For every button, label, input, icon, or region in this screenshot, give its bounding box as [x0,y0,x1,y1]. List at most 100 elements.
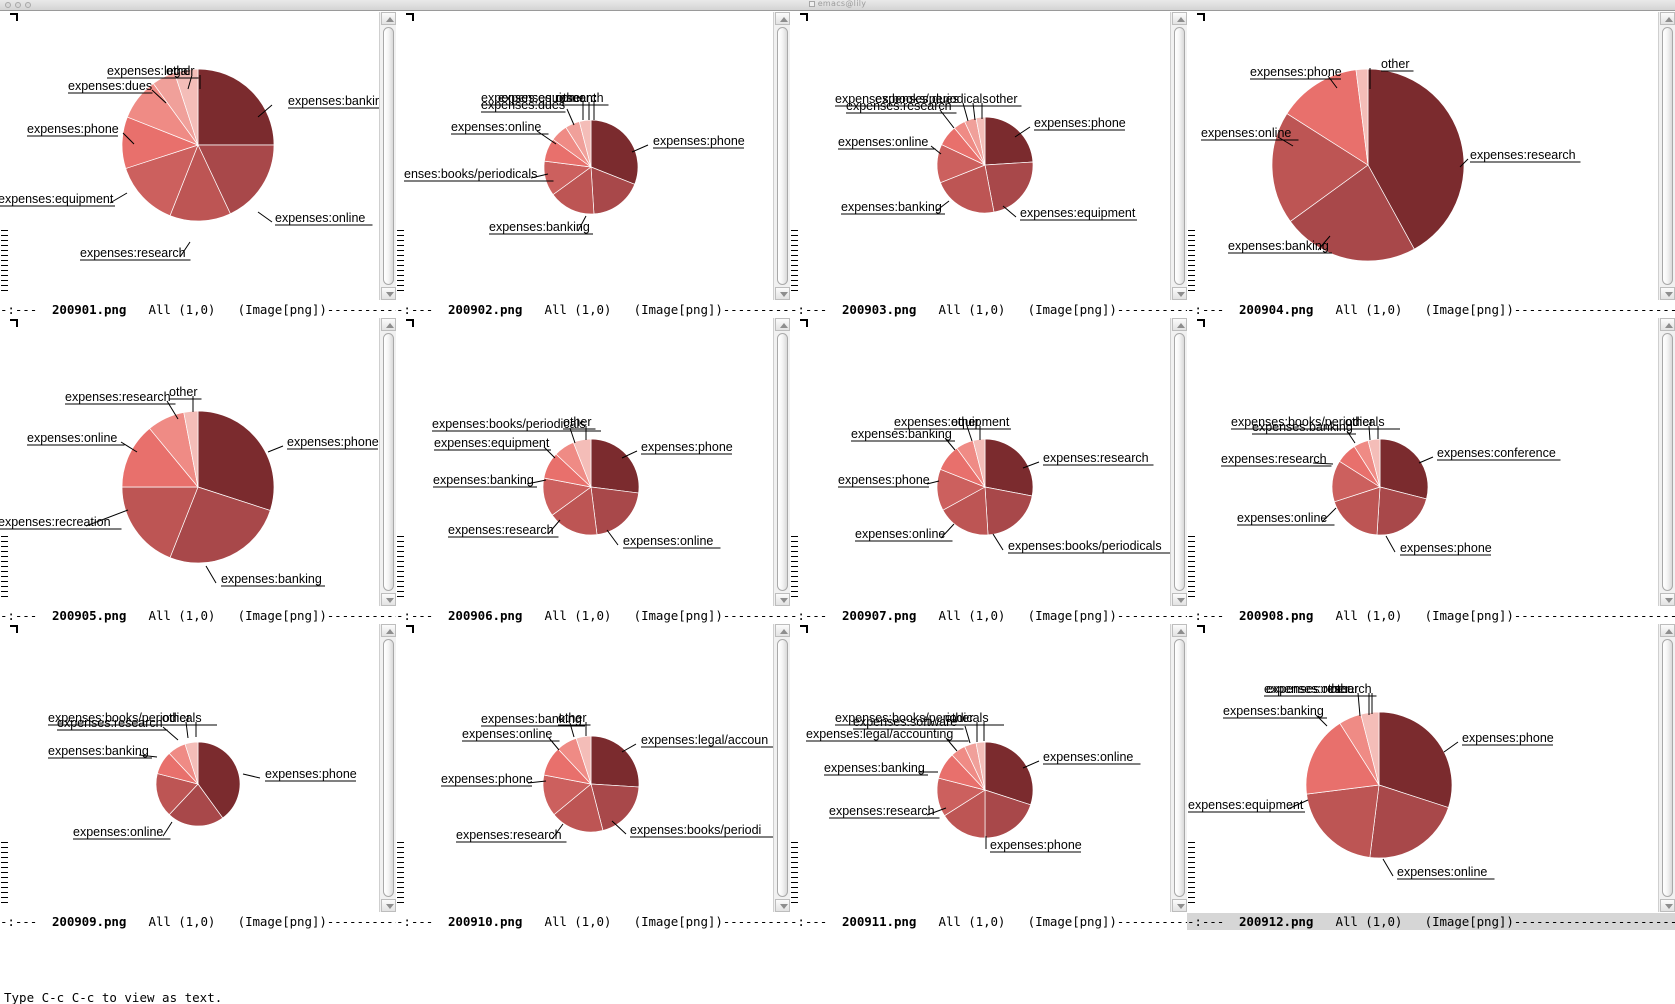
editor-pane[interactable]: expenses:research expenses:books/periodic… [790,318,1187,624]
scroll-down-arrow-icon[interactable] [1660,593,1675,606]
pane-body[interactable]: expenses:research expenses:books/periodic… [790,318,1187,606]
vertical-scrollbar[interactable] [1170,624,1187,912]
vertical-scrollbar[interactable] [379,624,396,912]
pie-slice-label: expenses:online [73,825,163,839]
window-controls[interactable] [5,2,31,8]
editor-pane[interactable]: expenses:conference expenses:phone expense… [1187,318,1675,624]
pie-slice-label: expenses:banking [1228,239,1329,253]
scroll-down-arrow-icon[interactable] [775,593,790,606]
pie-slice [553,783,604,833]
pane-body[interactable]: expenses:banking expenses:online expenses:… [0,12,396,300]
mode-line[interactable]: -:--- 200903.png All (1,0) (Image[png])-… [790,300,1187,318]
scroll-down-arrow-icon[interactable] [775,287,790,300]
pane-body[interactable]: expenses:legal/accoun expenses:books/peri… [396,624,790,912]
scroll-up-arrow-icon[interactable] [1172,318,1187,331]
scroll-down-arrow-icon[interactable] [775,899,790,912]
vertical-scrollbar[interactable] [379,12,396,300]
scroll-up-arrow-icon[interactable] [775,318,790,331]
mode-line[interactable]: -:--- 200906.png All (1,0) (Image[png])-… [396,606,790,624]
mode-line[interactable]: -:--- 200901.png All (1,0) (Image[png])-… [0,300,396,318]
vertical-scrollbar[interactable] [1170,318,1187,606]
scroll-down-arrow-icon[interactable] [1660,287,1675,300]
editor-pane[interactable]: expenses:research expenses:banking expense… [1187,12,1675,318]
scrollbar-thumb[interactable] [777,333,788,591]
mode-line[interactable]: -:--- 200908.png All (1,0) (Image[png])-… [1187,606,1675,624]
scroll-down-arrow-icon[interactable] [1172,899,1187,912]
close-dot-icon[interactable] [5,2,11,8]
mode-line[interactable]: -:--- 200912.png All (1,0) (Image[png])-… [1187,912,1675,930]
editor-pane[interactable]: expenses:phone expenses:online expenses:eq… [1187,624,1675,930]
mode-line[interactable]: -:--- 200907.png All (1,0) (Image[png])-… [790,606,1187,624]
pane-body[interactable]: expenses:phone expenses:banking enses:book… [396,12,790,300]
editor-pane[interactable]: expenses:phone expenses:online expenses:re… [396,318,790,624]
mode-line[interactable]: -:--- 200905.png All (1,0) (Image[png])-… [0,606,396,624]
pie-slice-label: expenses:conference [1437,446,1556,460]
scrollbar-thumb[interactable] [1174,333,1185,591]
image-corner-marker-icon [1197,625,1205,633]
pane-body[interactable]: expenses:phone expenses:online expenses:ba… [0,624,396,912]
scroll-up-arrow-icon[interactable] [775,624,790,637]
pane-body[interactable]: expenses:phone expenses:online expenses:eq… [1187,624,1675,912]
vertical-scrollbar[interactable] [1658,318,1675,606]
scroll-down-arrow-icon[interactable] [381,593,396,606]
scroll-down-arrow-icon[interactable] [381,899,396,912]
scrollbar-thumb[interactable] [777,639,788,897]
mode-line[interactable]: -:--- 200902.png All (1,0) (Image[png])-… [396,300,790,318]
vertical-scrollbar[interactable] [773,12,790,300]
pane-body[interactable]: expenses:conference expenses:phone expense… [1187,318,1675,606]
fringe-dash-icon [791,270,798,271]
scrollbar-thumb[interactable] [1662,27,1673,285]
scrollbar-thumb[interactable] [1662,333,1673,591]
leader-line [548,737,560,751]
leader-line [1022,760,1040,769]
mode-line[interactable]: -:--- 200904.png All (1,0) (Image[png])-… [1187,300,1675,318]
fringe-dash-icon [1,541,8,542]
zoom-dot-icon[interactable] [25,2,31,8]
scroll-down-arrow-icon[interactable] [381,287,396,300]
editor-pane[interactable]: expenses:phone expenses:banking expenses:r… [0,318,396,624]
scrollbar-thumb[interactable] [383,333,394,591]
editor-pane[interactable]: expenses:phone expenses:online expenses:ba… [0,624,396,930]
scrollbar-thumb[interactable] [1662,639,1673,897]
scrollbar-thumb[interactable] [1174,639,1185,897]
mode-line[interactable]: -:--- 200911.png All (1,0) (Image[png])-… [790,912,1187,930]
scroll-up-arrow-icon[interactable] [381,318,396,331]
scrollbar-thumb[interactable] [383,639,394,897]
scroll-up-arrow-icon[interactable] [1660,12,1675,25]
scroll-up-arrow-icon[interactable] [1660,318,1675,331]
editor-pane[interactable]: expenses:legal/accoun expenses:books/peri… [396,624,790,930]
pane-body[interactable]: expenses:online expenses:phone expenses:re… [790,624,1187,912]
pane-body[interactable]: expenses:research expenses:banking expense… [1187,12,1675,300]
editor-pane[interactable]: expenses:banking expenses:online expenses:… [0,12,396,318]
vertical-scrollbar[interactable] [1658,12,1675,300]
scroll-up-arrow-icon[interactable] [381,12,396,25]
vertical-scrollbar[interactable] [773,318,790,606]
editor-pane[interactable]: expenses:online expenses:phone expenses:re… [790,624,1187,930]
scrollbar-thumb[interactable] [1174,27,1185,285]
fringe-dash-icon [397,877,404,878]
vertical-scrollbar[interactable] [1170,12,1187,300]
vertical-scrollbar[interactable] [773,624,790,912]
vertical-scrollbar[interactable] [1658,624,1675,912]
scroll-down-arrow-icon[interactable] [1660,899,1675,912]
minimize-dot-icon[interactable] [15,2,21,8]
scroll-down-arrow-icon[interactable] [1172,593,1187,606]
scroll-up-arrow-icon[interactable] [381,624,396,637]
vertical-scrollbar[interactable] [379,318,396,606]
pane-body[interactable]: expenses:phone expenses:equipment expenses… [790,12,1187,300]
scroll-down-arrow-icon[interactable] [1172,287,1187,300]
editor-pane[interactable]: expenses:phone expenses:equipment expenses… [790,12,1187,318]
scrollbar-thumb[interactable] [777,27,788,285]
scrollbar-thumb[interactable] [383,27,394,285]
scroll-up-arrow-icon[interactable] [1660,624,1675,637]
pane-body[interactable]: expenses:phone expenses:online expenses:re… [396,318,790,606]
fringe-dash-icon [1188,897,1195,898]
editor-pane[interactable]: expenses:phone expenses:banking enses:book… [396,12,790,318]
scroll-up-arrow-icon[interactable] [1172,624,1187,637]
mode-line[interactable]: -:--- 200909.png All (1,0) (Image[png])-… [0,912,396,930]
mode-line[interactable]: -:--- 200910.png All (1,0) (Image[png])-… [396,912,790,930]
pane-body[interactable]: expenses:phone expenses:banking expenses:r… [0,318,396,606]
pie-slice-label: expenses:phone [1400,541,1492,555]
scroll-up-arrow-icon[interactable] [1172,12,1187,25]
scroll-up-arrow-icon[interactable] [775,12,790,25]
